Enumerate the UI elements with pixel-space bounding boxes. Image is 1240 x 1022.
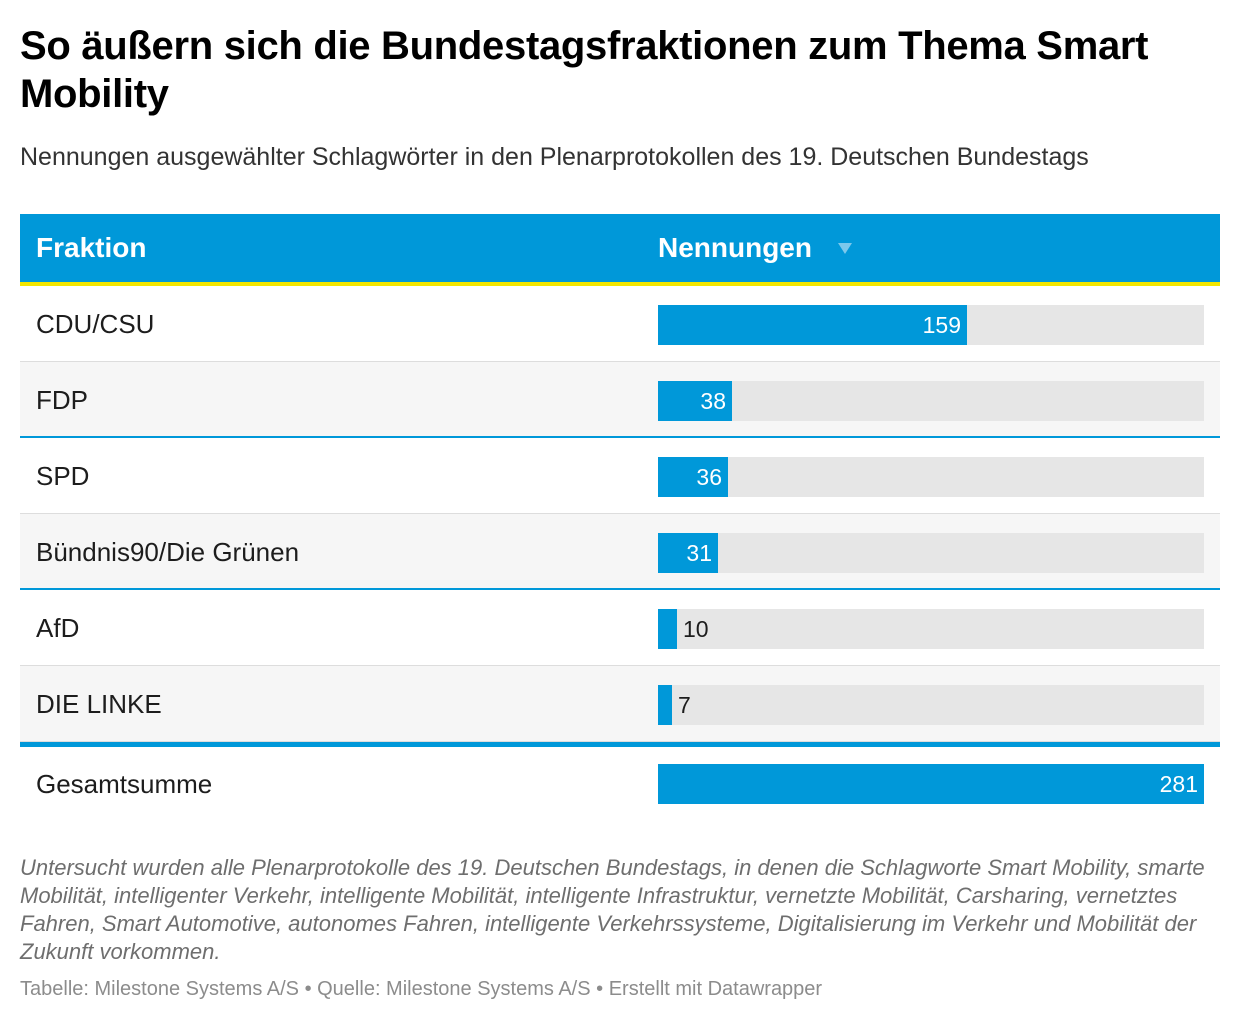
row-fraktion-label: AfD: [36, 613, 80, 643]
bar-value-label: 31: [686, 540, 712, 566]
bar-value-label: 7: [678, 692, 691, 718]
bar-value-label: 38: [700, 388, 726, 414]
table-row: AfD 10: [20, 590, 1220, 666]
table-body: CDU/CSU 159 FDP 38 SPD 36 Bündnis90/Die Grünen…: [20, 286, 1220, 742]
table-row: DIE LINKE 7: [20, 666, 1220, 742]
chart-title: So äußern sich die Bundestagsfraktionen …: [20, 24, 1149, 116]
chart-subtitle: Nennungen ausgewählter Schlagwörter in d…: [20, 143, 1089, 171]
total-separator: [20, 742, 1220, 747]
table-row: CDU/CSU 159: [20, 286, 1220, 362]
bar-track: 7: [658, 685, 1204, 725]
bar-track: 38: [658, 381, 1204, 421]
bar-track: 31: [658, 533, 1204, 573]
bar-value-label: 10: [683, 616, 709, 642]
methodology-note: Untersucht wurden alle Plenarprotokolle …: [20, 855, 1205, 964]
bar-value-label: 36: [696, 464, 722, 490]
bar-nennungen: [658, 685, 672, 725]
bar-nennungen: [658, 533, 718, 573]
column-header-fraktion-label: Fraktion: [36, 232, 147, 263]
bar-value-label: 159: [922, 312, 961, 338]
bar-nennungen: [658, 609, 677, 649]
row-fraktion-label: CDU/CSU: [36, 309, 155, 339]
table-row: Bündnis90/Die Grünen 31: [20, 514, 1220, 590]
total-bar: [658, 764, 1204, 804]
total-value-label: 281: [1159, 771, 1198, 797]
total-bar-track: 281: [658, 764, 1204, 804]
row-fraktion-label: FDP: [36, 385, 88, 415]
bar-nennungen: [658, 305, 967, 345]
total-row: Gesamtsumme 281: [20, 747, 1220, 815]
table-header: Fraktion Nennungen: [20, 214, 1220, 286]
source-footer: Tabelle: Milestone Systems A/S • Quelle:…: [20, 978, 823, 1000]
bar-track: 36: [658, 457, 1204, 497]
row-fraktion-label: DIE LINKE: [36, 689, 162, 719]
data-table: Fraktion Nennungen CDU/CSU 159 FDP 38 SPD 36 B…: [20, 214, 1220, 815]
column-header-nennungen-label: Nennungen: [658, 232, 812, 263]
table-row: SPD 36: [20, 438, 1220, 514]
row-fraktion-label: Bündnis90/Die Grünen: [36, 537, 300, 567]
row-fraktion-label: SPD: [36, 461, 90, 491]
sort-descending-icon[interactable]: [838, 243, 852, 255]
bar-track: 159: [658, 305, 1204, 345]
bar-nennungen: [658, 381, 732, 421]
bar-track: 10: [658, 609, 1204, 649]
column-header-nennungen[interactable]: Nennungen: [658, 214, 852, 282]
table-row: FDP 38: [20, 362, 1220, 438]
total-label: Gesamtsumme: [36, 769, 213, 799]
column-header-fraktion[interactable]: Fraktion: [36, 214, 146, 282]
bar-nennungen: [658, 457, 728, 497]
